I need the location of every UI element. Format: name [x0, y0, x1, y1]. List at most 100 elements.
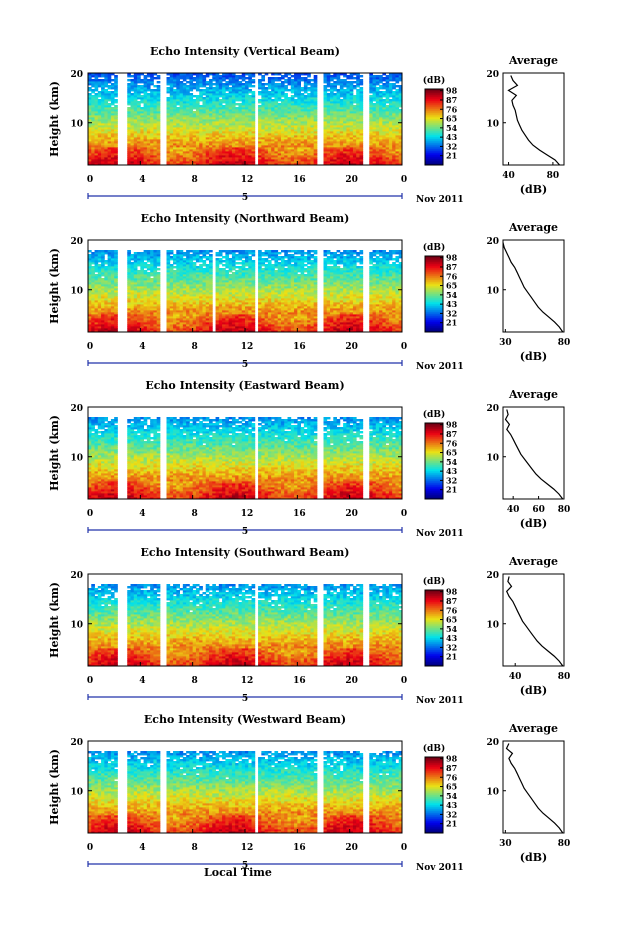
colorbar-tick: 43: [446, 800, 458, 810]
colorbar-tick: 43: [446, 466, 458, 476]
x-tick-label: 12: [241, 342, 254, 352]
x-tick-label: 8: [192, 175, 198, 185]
y-ticks: 10 20: [70, 571, 402, 631]
x-tick-label: 0: [87, 843, 93, 853]
y-tick-label: 20: [70, 404, 83, 414]
average-panel: Average 40 80 10 20 (dB): [486, 555, 570, 697]
local-time-label: Local Time: [204, 866, 272, 879]
y-tick-label: 10: [70, 788, 83, 798]
colorbar-tick: 87: [446, 262, 457, 272]
y-tick-label: 10: [70, 120, 83, 130]
panel-2: Echo Intensity (Eastward Beam)0 4 8 12 16 20 0…: [48, 379, 570, 539]
panel-1: Echo Intensity (Northward Beam) 0 4 8 12 16 20…: [48, 212, 570, 372]
average-x-tick: 80: [558, 505, 571, 515]
colorbar-label: (dB): [423, 242, 445, 253]
average-y-tick: 20: [486, 70, 499, 80]
x-tick-label: 20: [345, 175, 358, 185]
colorbar-tick: 32: [446, 809, 457, 819]
x-tick-label: 16: [293, 509, 306, 519]
colorbar-tick: 32: [446, 475, 457, 485]
x-tick-label: 4: [139, 175, 145, 185]
average-y-tick: 10: [486, 788, 499, 798]
colorbar-tick: 32: [446, 308, 457, 318]
x-tick-label: 8: [192, 843, 198, 853]
date-axis: 5 Nov 2011: [87, 360, 464, 372]
x-tick-label: 12: [241, 676, 254, 686]
average-profile-line: [507, 75, 561, 166]
x-tick-label: 0: [401, 843, 407, 853]
average-x-label: (dB): [520, 183, 547, 196]
y-axis-label: Height (km): [48, 582, 61, 658]
average-x-label: (dB): [520, 851, 547, 864]
x-tick-label: 16: [293, 843, 306, 853]
average-x-tick: 40: [502, 171, 515, 181]
colorbar-label: (dB): [423, 75, 445, 86]
average-y-tick: 10: [486, 287, 499, 297]
colorbar-tick: 65: [446, 448, 457, 458]
x-tick-label: 20: [345, 342, 358, 352]
colorbar-tick: 21: [446, 318, 457, 328]
average-title: Average: [508, 722, 558, 735]
average-y-tick: 20: [486, 738, 499, 748]
average-y-tick: 20: [486, 571, 499, 581]
average-frame: [502, 740, 565, 834]
average-x-tick: 40: [509, 672, 522, 682]
heatmap-cells: [88, 73, 403, 166]
panel-title: Echo Intensity (Westward Beam): [144, 713, 346, 726]
y-ticks: 10 20: [70, 738, 402, 798]
colorbar-tick: 43: [446, 633, 458, 643]
colorbar-tick: 43: [446, 299, 458, 309]
x-tick-label: 4: [139, 843, 145, 853]
colorbar-tick: 87: [446, 95, 457, 105]
y-axis-label: Height (km): [48, 415, 61, 491]
average-panel: Average 40 80 10 20 (dB): [486, 54, 565, 196]
colorbar-tick: 76: [446, 605, 458, 615]
x-tick-label: 20: [345, 843, 358, 853]
y-tick-label: 10: [70, 621, 83, 631]
panel-title: Echo Intensity (Northward Beam): [141, 212, 350, 225]
average-x-tick: 60: [532, 505, 545, 515]
average-title: Average: [508, 555, 558, 568]
average-title: Average: [508, 221, 558, 234]
colorbar-tick: 76: [446, 438, 458, 448]
x-ticks: 0 4 8 12 16 20 0: [87, 662, 407, 686]
x-tick-label: 20: [345, 509, 358, 519]
date-label: Nov 2011: [416, 696, 464, 706]
x-tick-label: 4: [139, 509, 145, 519]
x-tick-label: 0: [401, 676, 407, 686]
y-axis-label: Height (km): [48, 248, 61, 324]
x-tick-label: 8: [192, 342, 198, 352]
date-axis: 5 Nov 2011: [87, 193, 464, 205]
colorbar-tick: 87: [446, 429, 457, 439]
average-x-tick: 80: [558, 672, 571, 682]
colorbar-tick: 87: [446, 763, 457, 773]
colorbar-tick: 54: [446, 791, 458, 801]
average-y-tick: 20: [486, 404, 499, 414]
colorbar-tick: 21: [446, 485, 457, 495]
x-tick-label: 0: [401, 175, 407, 185]
average-y-tick: 20: [486, 237, 499, 247]
x-tick-label: 12: [241, 509, 254, 519]
x-ticks: 0 4 8 12 16 20 0: [87, 328, 407, 352]
colorbar-tick: 54: [446, 624, 458, 634]
average-x-tick: 30: [499, 338, 512, 348]
y-tick-label: 10: [70, 454, 83, 464]
x-tick-label: 0: [87, 342, 93, 352]
x-tick-label: 8: [192, 676, 198, 686]
heatmap-cells: [88, 751, 403, 834]
y-tick-label: 20: [70, 70, 83, 80]
colorbar-tick: 32: [446, 642, 457, 652]
average-panel: Average 30 80 10 20 (dB): [486, 221, 570, 363]
y-ticks: 10 20: [70, 404, 402, 464]
colorbar-tick: 98: [446, 754, 458, 764]
colorbar-label: (dB): [423, 409, 445, 420]
panel-title: Echo Intensity (Southward Beam): [141, 546, 350, 559]
date-axis: 5 Nov 2011: [87, 861, 464, 873]
x-tick-label: 0: [87, 509, 93, 519]
x-ticks: 0 4 8 12 16 20 0: [87, 495, 407, 519]
colorbar-tick: 54: [446, 457, 458, 467]
average-x-label: (dB): [520, 350, 547, 363]
average-profile-line: [505, 576, 564, 667]
